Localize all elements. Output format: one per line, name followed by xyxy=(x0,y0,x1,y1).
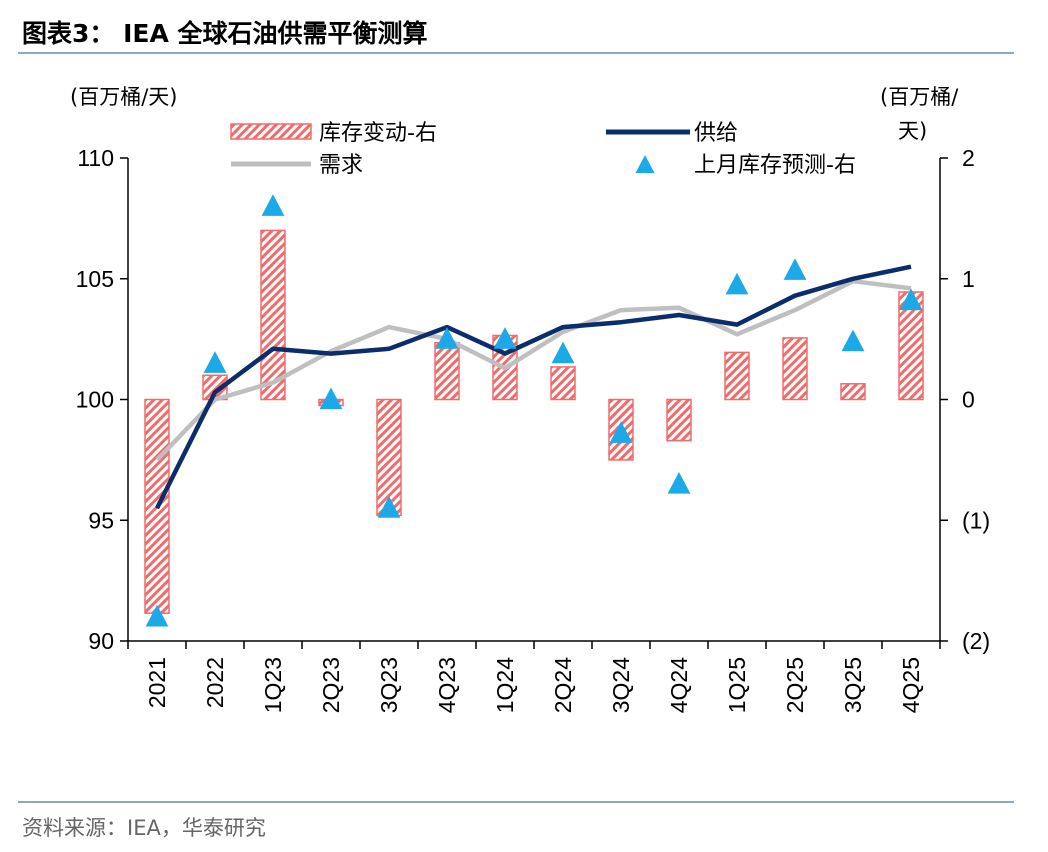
x-category-label: 2Q24 xyxy=(550,657,576,713)
bar-stock-change-2Q25 xyxy=(782,337,808,401)
forecast-marker-2Q25 xyxy=(783,258,807,280)
bar-stock-change-1Q23 xyxy=(260,229,286,401)
x-category-label: 3Q23 xyxy=(376,657,402,713)
forecast-marker-2021 xyxy=(145,604,169,627)
x-category-label: 3Q24 xyxy=(608,657,634,713)
x-category-label: 4Q25 xyxy=(898,657,924,713)
bar-stock-change-2Q24 xyxy=(550,366,576,401)
forecast-marker-1Q25 xyxy=(725,272,749,295)
stock-change-bars xyxy=(144,229,924,614)
bar-stock-change-3Q25 xyxy=(840,383,866,401)
x-category-label: 2021 xyxy=(144,657,170,708)
legend-swatch-bar xyxy=(230,123,312,140)
source-note: 资料来源：IEA，华泰研究 xyxy=(22,816,266,840)
right-tick-label: (1) xyxy=(962,507,990,533)
forecast-marker-3Q24 xyxy=(609,421,633,443)
legend-label: 供给 xyxy=(694,121,738,146)
forecast-marker-2Q23 xyxy=(319,387,343,410)
forecast-markers xyxy=(145,194,923,627)
forecast-marker-2022 xyxy=(203,351,227,373)
left-tick-label: 100 xyxy=(76,387,114,413)
left-tick-label: 105 xyxy=(76,266,114,292)
right-tick-label: 0 xyxy=(962,387,975,413)
bar-stock-change-4Q24 xyxy=(666,398,692,442)
forecast-marker-4Q24 xyxy=(667,472,691,494)
legend-label: 需求 xyxy=(319,153,363,178)
figure-title: 图表3： IEA 全球石油供需平衡测算 xyxy=(22,19,428,48)
right-tick-label: 1 xyxy=(962,266,975,292)
forecast-marker-4Q23 xyxy=(435,327,459,349)
left-tick-label: 110 xyxy=(77,145,114,171)
forecast-marker-4Q25 xyxy=(899,288,923,311)
left-tick-label: 90 xyxy=(88,628,114,654)
legend-label: 库存变动-右 xyxy=(319,121,437,146)
x-category-label: 4Q24 xyxy=(666,657,692,713)
bar-stock-change-3Q23 xyxy=(376,398,402,517)
x-category-label: 3Q25 xyxy=(840,657,866,713)
forecast-marker-3Q25 xyxy=(841,329,865,352)
forecast-marker-2Q24 xyxy=(551,341,575,364)
legend-swatch-forecast-triangle xyxy=(635,155,655,173)
forecast-marker-1Q24 xyxy=(493,327,517,349)
right-axis-unit-line1: (百万桶/ xyxy=(880,85,959,109)
axis-labels: 90 95 100 105 110 (2) (1) 0 1 2 2021 2022 1Q23 2Q23 3Q… xyxy=(70,85,990,713)
x-category-label: 1Q25 xyxy=(724,657,750,713)
axes xyxy=(120,157,948,649)
source-rule xyxy=(18,801,1014,803)
x-category-label: 2Q23 xyxy=(318,657,344,713)
left-tick-label: 95 xyxy=(88,507,114,533)
bar-stock-change-1Q25 xyxy=(724,351,750,401)
forecast-marker-3Q23 xyxy=(377,496,401,518)
left-axis-unit: (百万桶/天) xyxy=(70,85,177,109)
demand-line xyxy=(155,278,912,462)
right-tick-label: 2 xyxy=(962,145,975,171)
supply-line xyxy=(154,264,912,510)
legend-label: 上月库存预测-右 xyxy=(694,153,856,178)
x-category-label: 2Q25 xyxy=(782,657,808,713)
right-tick-label: (2) xyxy=(962,628,990,654)
bar-stock-change-4Q23 xyxy=(434,341,460,401)
right-axis-unit-line2: 天) xyxy=(898,119,927,143)
x-category-label: 4Q23 xyxy=(434,657,460,713)
forecast-marker-1Q23 xyxy=(261,194,285,216)
title-rule xyxy=(18,52,1014,54)
series-lines xyxy=(154,264,912,510)
x-category-label: 1Q23 xyxy=(260,657,286,713)
x-category-label: 2022 xyxy=(202,657,228,708)
x-category-label: 1Q24 xyxy=(492,657,518,713)
